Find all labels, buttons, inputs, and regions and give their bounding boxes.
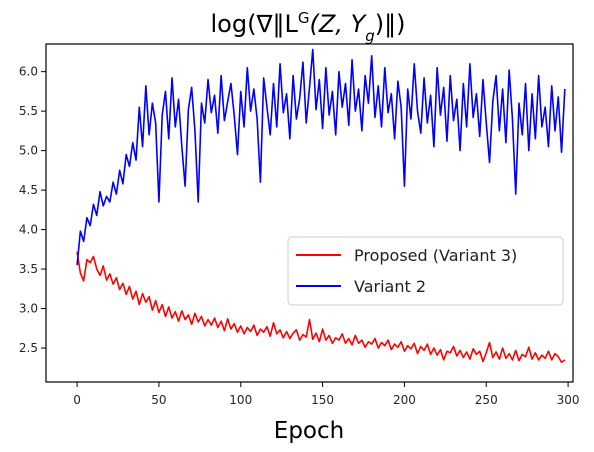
y-tick-label-5-5: 5.5 xyxy=(19,104,38,118)
x-axis-title: Epoch xyxy=(274,418,344,444)
y-tick-label-6: 6.0 xyxy=(19,65,38,79)
y-tick-label-3: 3.0 xyxy=(19,302,38,316)
series-layer xyxy=(76,48,566,364)
x-tick-label-200: 200 xyxy=(393,393,416,407)
x-tick-label-250: 250 xyxy=(475,393,498,407)
x-tick-label-100: 100 xyxy=(229,393,252,407)
y-tick-label-4: 4.0 xyxy=(19,223,38,237)
legend-label-variant-2: Variant 2 xyxy=(354,277,426,296)
legend-label-proposed-variant-3: Proposed (Variant 3) xyxy=(354,246,517,265)
plot-frame xyxy=(45,43,574,383)
y-tick-label-3-5: 3.5 xyxy=(19,262,38,276)
y-tick-label-5: 5.0 xyxy=(19,144,38,158)
series-line-variant-2 xyxy=(76,48,566,266)
series-line-proposed-variant-3 xyxy=(76,251,566,364)
y-axis-ticks: 2.5 3.0 3.5 4.0 4.5 5.0 5.5 6.0 xyxy=(19,65,46,355)
chart-title: log(∇‖LG(Z, Yg)‖) xyxy=(211,9,406,45)
x-axis-ticks: 0 50 100 150 200 250 300 xyxy=(73,382,580,407)
x-tick-label-50: 50 xyxy=(151,393,166,407)
legend-box xyxy=(287,236,564,306)
x-tick-label-300: 300 xyxy=(557,393,580,407)
legend: Proposed (Variant 3) Variant 2 xyxy=(287,236,564,306)
y-tick-label-2-5: 2.5 xyxy=(19,341,38,355)
y-tick-label-4-5: 4.5 xyxy=(19,183,38,197)
x-tick-label-0: 0 xyxy=(73,393,81,407)
x-tick-label-150: 150 xyxy=(311,393,334,407)
